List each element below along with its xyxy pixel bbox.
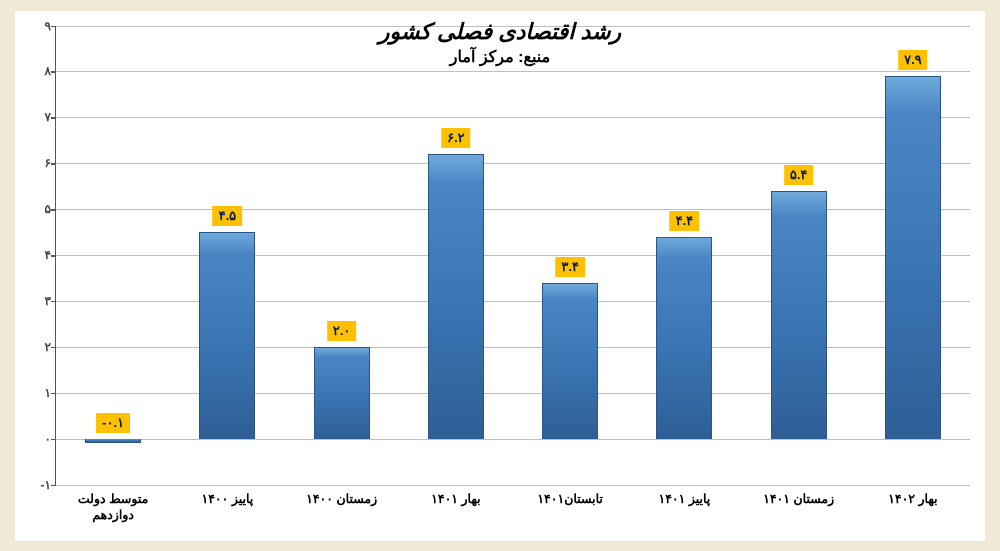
bar [428, 154, 484, 439]
bar-value-label: ۷.۹ [898, 50, 928, 70]
bar-value-label: ۳.۴ [555, 257, 585, 277]
gridline [56, 485, 970, 486]
bar-slot: ۷.۹بهار ۱۴۰۲ [856, 26, 970, 485]
bar-value-label: ۴.۵ [213, 206, 243, 226]
bar-value-label: ۰.۱- [96, 413, 130, 433]
bar-slot: ۲.۰زمستان ۱۴۰۰ [285, 26, 399, 485]
bar [885, 76, 941, 439]
x-axis-label: زمستان ۱۴۰۱ [749, 491, 849, 507]
ytick-label: ۶ [26, 156, 51, 170]
ytick-label: ۰ [26, 432, 51, 446]
chart-subtitle: منبع: مرکز آمار [379, 47, 621, 67]
chart-container: رشد اقتصادی فصلی کشور منبع: مرکز آمار ۱-… [15, 11, 985, 541]
x-axis-label: تابستان۱۴۰۱ [520, 491, 620, 507]
ytick-label: ۴ [26, 248, 51, 262]
bar [656, 237, 712, 439]
bar [85, 439, 141, 444]
bar-value-label: ۶.۲ [441, 128, 471, 148]
plot-area: ۱-۰۱۲۳۴۵۶۷۸۹۰.۱-متوسط دولت دوازدهم۴.۵پای… [55, 26, 970, 486]
ytick-label: ۷ [26, 110, 51, 124]
bar [314, 347, 370, 439]
ytick-mark [51, 485, 56, 487]
bar [199, 232, 255, 439]
x-axis-label: بهار ۱۴۰۱ [406, 491, 506, 507]
bar-slot: ۴.۴پاییز ۱۴۰۱ [627, 26, 741, 485]
ytick-label: ۸ [26, 64, 51, 78]
x-axis-label: پاییز ۱۴۰۰ [177, 491, 277, 507]
bar [771, 191, 827, 439]
bar-value-label: ۴.۴ [670, 211, 700, 231]
bar-slot: ۵.۴زمستان ۱۴۰۱ [742, 26, 856, 485]
ytick-label: ۱ [26, 386, 51, 400]
x-axis-label: بهار ۱۴۰۲ [863, 491, 963, 507]
chart-title: رشد اقتصادی فصلی کشور [379, 19, 621, 45]
x-axis-label: متوسط دولت دوازدهم [63, 491, 163, 524]
x-axis-label: زمستان ۱۴۰۰ [292, 491, 392, 507]
bar-value-label: ۵.۴ [784, 165, 814, 185]
bar-value-label: ۲.۰ [327, 321, 357, 341]
ytick-label: ۳ [26, 294, 51, 308]
bar-slot: ۴.۵پاییز ۱۴۰۰ [170, 26, 284, 485]
ytick-label: ۵ [26, 202, 51, 216]
bar-slot: ۰.۱-متوسط دولت دوازدهم [56, 26, 170, 485]
bar [542, 283, 598, 439]
ytick-label: ۲ [26, 340, 51, 354]
ytick-label: ۹ [26, 19, 51, 33]
x-axis-label: پاییز ۱۴۰۱ [634, 491, 734, 507]
bar-slot: ۳.۴تابستان۱۴۰۱ [513, 26, 627, 485]
ytick-label: ۱- [26, 478, 51, 492]
title-block: رشد اقتصادی فصلی کشور منبع: مرکز آمار [379, 19, 621, 67]
bar-slot: ۶.۲بهار ۱۴۰۱ [399, 26, 513, 485]
